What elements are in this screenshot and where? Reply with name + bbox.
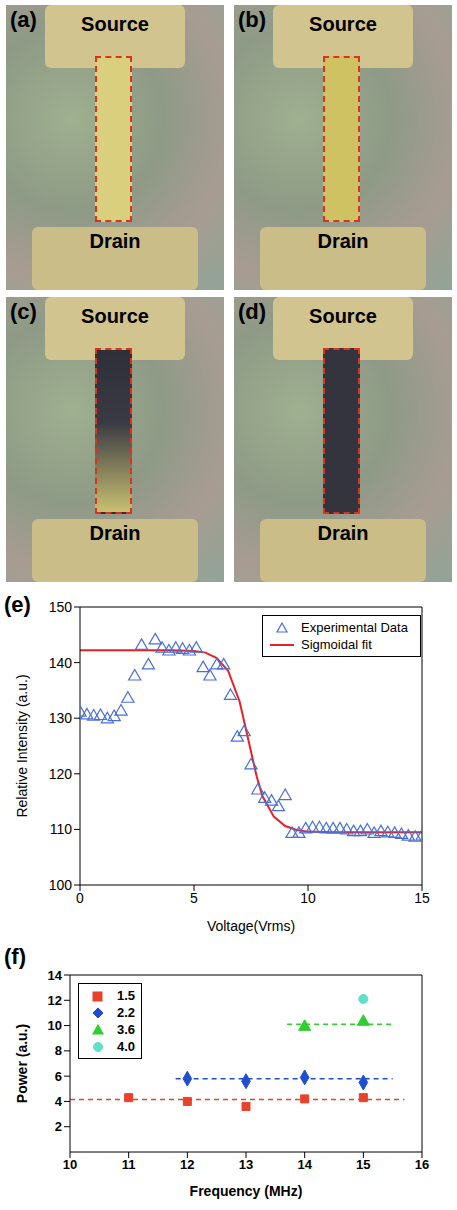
svg-text:12: 12 xyxy=(180,1157,194,1172)
svg-text:130: 130 xyxy=(49,710,73,726)
svg-text:10: 10 xyxy=(63,1157,77,1172)
html-text:Drain: Drain xyxy=(89,522,141,544)
svg-text:12: 12 xyxy=(48,993,62,1008)
html-text:(c): (c) xyxy=(10,299,37,324)
svg-text:5: 5 xyxy=(190,890,198,906)
svg-text:2: 2 xyxy=(55,1119,62,1134)
svg-text:13: 13 xyxy=(239,1157,253,1172)
svg-text:100: 100 xyxy=(49,877,73,893)
html-text:Drain: Drain xyxy=(89,230,141,252)
svg-text:Relative Intensity (a.u.): Relative Intensity (a.u.) xyxy=(14,674,30,817)
svg-text:Power (a.u.): Power (a.u.) xyxy=(14,1024,30,1103)
html-text:Drain: Drain xyxy=(317,230,369,252)
svg-text:15: 15 xyxy=(414,890,430,906)
svg-text:10: 10 xyxy=(48,1018,62,1033)
svg-text:150: 150 xyxy=(49,599,73,615)
html-text:(b): (b) xyxy=(238,7,267,32)
html-text:Source: Source xyxy=(81,305,149,327)
svg-text:14: 14 xyxy=(48,968,63,983)
svg-text:16: 16 xyxy=(415,1157,429,1172)
html-text:1.5: 1.5 xyxy=(117,988,136,1003)
html-text:Drain: Drain xyxy=(317,522,369,544)
html-text:Experimental Data: Experimental Data xyxy=(301,620,408,635)
html-text:Source: Source xyxy=(81,13,149,35)
svg-text:15: 15 xyxy=(356,1157,370,1172)
svg-text:Voltage(Vrms): Voltage(Vrms) xyxy=(207,918,295,934)
svg-text:4: 4 xyxy=(55,1094,63,1109)
svg-text:140: 140 xyxy=(49,655,73,671)
html-text:(d): (d) xyxy=(238,299,267,324)
svg-text:14: 14 xyxy=(297,1157,312,1172)
html-text:(f): (f) xyxy=(4,944,26,969)
html-text:2.2: 2.2 xyxy=(117,1005,136,1020)
svg-text:8: 8 xyxy=(55,1043,62,1058)
html-text:Source: Source xyxy=(309,305,377,327)
svg-text:6: 6 xyxy=(55,1069,62,1084)
html-text:(e): (e) xyxy=(4,592,31,617)
svg-text:110: 110 xyxy=(50,821,73,837)
svg-text:11: 11 xyxy=(122,1157,136,1172)
html-text:(a): (a) xyxy=(10,7,37,32)
svg-text:0: 0 xyxy=(76,890,84,906)
html-text:Source: Source xyxy=(309,13,377,35)
svg-text:10: 10 xyxy=(300,890,316,906)
html-text:4.0: 4.0 xyxy=(117,1039,136,1054)
html-text:3.6: 3.6 xyxy=(117,1022,136,1037)
svg-text:120: 120 xyxy=(49,766,73,782)
html-text:Sigmoidal fit: Sigmoidal fit xyxy=(301,637,372,652)
svg-text:Frequency (MHz): Frequency (MHz) xyxy=(190,1183,303,1199)
